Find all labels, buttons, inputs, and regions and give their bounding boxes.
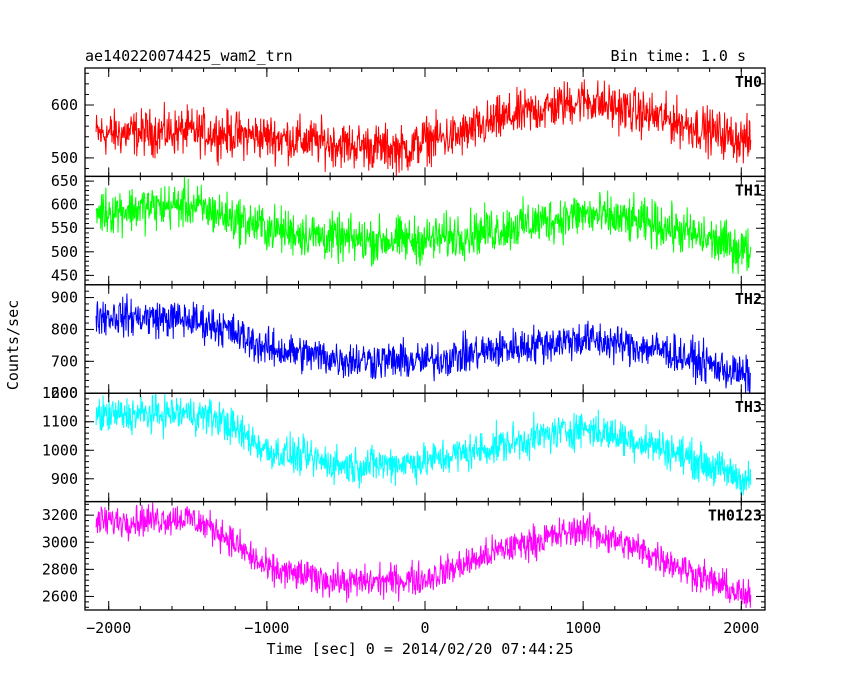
panel-label-th0123: TH0123: [708, 507, 762, 525]
y-tick-label: 1000: [42, 441, 78, 459]
panel-label-th3: TH3: [735, 398, 762, 416]
y-tick-label: 1200: [42, 384, 78, 402]
x-tick-label: 1000: [565, 619, 601, 637]
x-axis-label: Time [sec] 0 = 2014/02/20 07:44:25: [266, 640, 573, 658]
series-line-th3: [95, 393, 752, 496]
y-tick-label: 900: [51, 470, 78, 488]
y-tick-label: 3200: [42, 506, 78, 524]
y-tick-label: 3000: [42, 533, 78, 551]
panel-label-th1: TH1: [735, 181, 762, 199]
y-tick-label: 600: [51, 196, 78, 214]
y-tick-label: 650: [51, 172, 78, 190]
series-line-th0: [95, 79, 752, 177]
y-tick-label: 1100: [42, 413, 78, 431]
panel-th2: 600 700 800 900 TH2: [51, 284, 766, 402]
panel-th0123: 2600 2800 3000 3200 TH0123: [42, 500, 766, 611]
x-tick-label: 0: [420, 619, 429, 637]
y-tick-label: 450: [51, 266, 78, 284]
y-tick-label: 900: [51, 289, 78, 307]
panel-th3: 900 1000 1100 1200 TH3: [42, 384, 766, 503]
panel-th1: 450 500 550 600 650 TH1: [51, 172, 766, 286]
y-tick-label: 600: [51, 384, 78, 402]
x-tick-label: 2000: [723, 619, 759, 637]
y-tick-label: 2600: [42, 587, 78, 605]
y-axis-label: Counts/sec: [4, 300, 22, 390]
y-tick-label: 500: [51, 243, 78, 261]
y-tick-label: 800: [51, 320, 78, 338]
x-tick-label: −2000: [86, 619, 131, 637]
chart-title: ae140220074425_wam2_trn: [85, 47, 293, 65]
series-line-th1: [95, 176, 752, 275]
panels-group: 500 600 TH0 450 500 550 600 650 TH1 600 700 800 900 T…: [42, 67, 766, 637]
series-line-th2: [95, 293, 752, 394]
series-line-th0123: [95, 502, 752, 608]
x-tick-label: −1000: [244, 619, 289, 637]
panel-label-th0: TH0: [735, 73, 762, 91]
y-tick-label: 2800: [42, 560, 78, 578]
y-tick-label: 700: [51, 352, 78, 370]
y-tick-label: 600: [51, 96, 78, 114]
y-tick-label: 500: [51, 149, 78, 167]
y-tick-label: 550: [51, 219, 78, 237]
panel-th0: 500 600 TH0: [51, 67, 766, 178]
panel-frame: [84, 284, 766, 394]
chart-subtitle: Bin time: 1.0 s: [611, 47, 746, 65]
panel-label-th2: TH2: [735, 290, 762, 308]
